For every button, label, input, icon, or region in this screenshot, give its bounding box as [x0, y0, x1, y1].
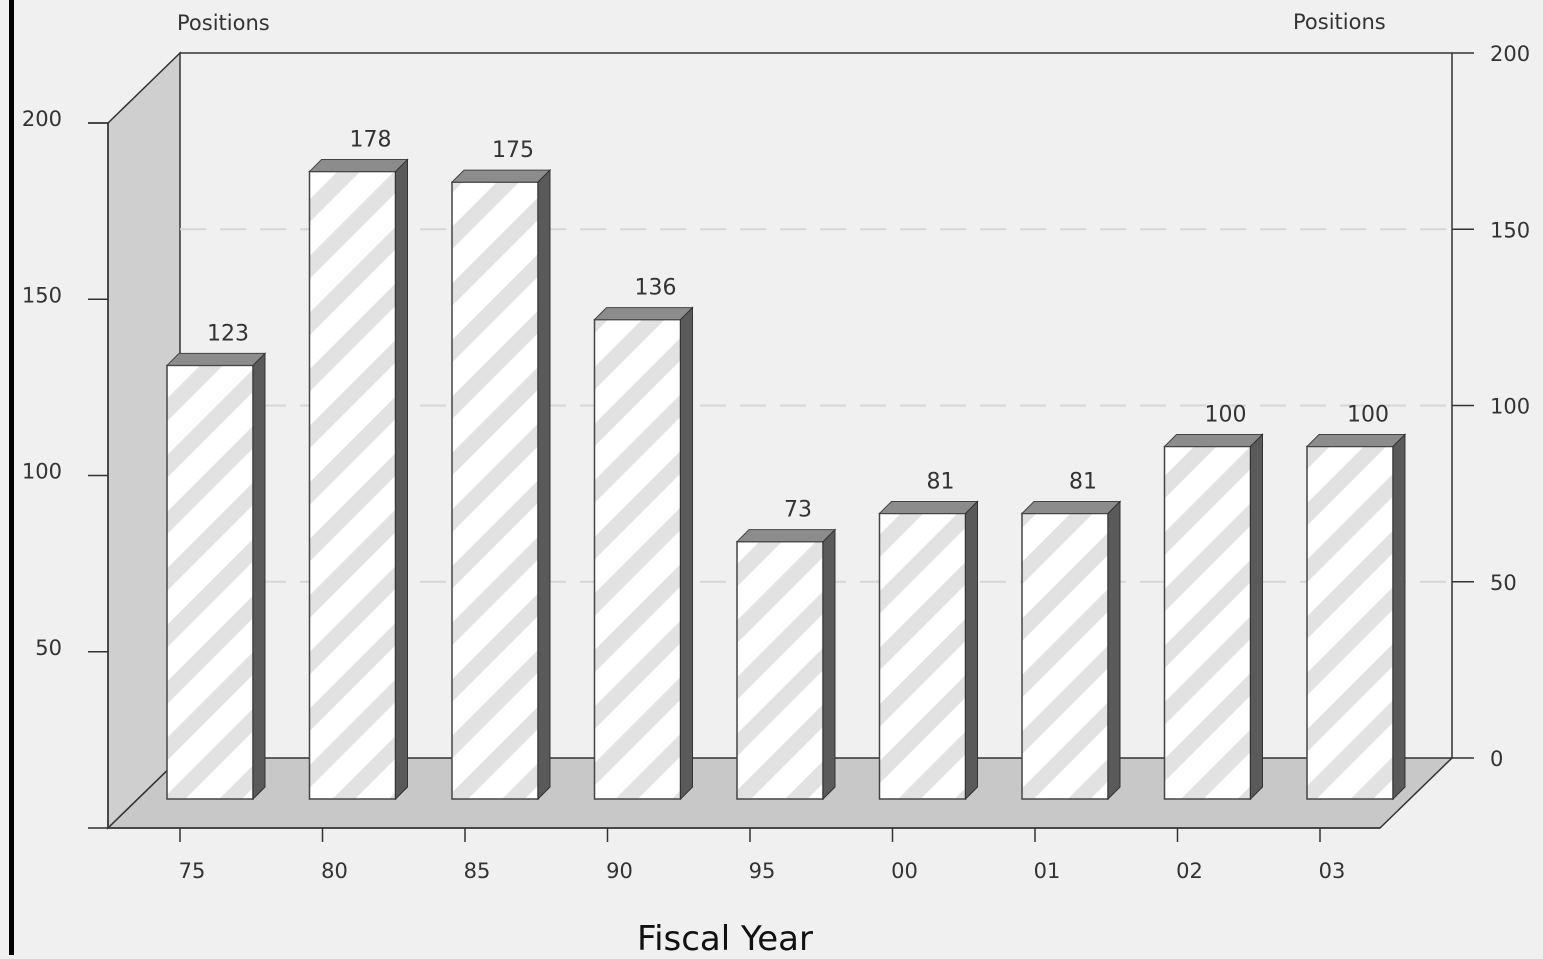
- left-axis-title: Positions: [177, 11, 270, 35]
- x-tick-label: 03: [1319, 859, 1346, 883]
- bar-top: [1305, 434, 1407, 447]
- bar-side: [1392, 433, 1406, 801]
- bar-side: [1250, 433, 1263, 801]
- bar-top: [593, 307, 694, 321]
- left-tick-label: 200: [22, 107, 62, 131]
- bar-95: [735, 528, 837, 801]
- bar-face: [166, 364, 254, 800]
- right-tick-label: 200: [1490, 42, 1530, 66]
- x-tick-label: 95: [749, 859, 776, 883]
- right-tick-label: 100: [1490, 395, 1530, 419]
- right-tick-label: 0: [1490, 747, 1503, 771]
- bar-face: [593, 318, 682, 800]
- bar-top: [1163, 434, 1264, 447]
- bar-face: [1306, 445, 1394, 800]
- bar-value-label: 73: [784, 498, 812, 523]
- bar-85: [450, 168, 552, 801]
- bar-value-label: 81: [1069, 469, 1097, 494]
- bar-value-label: 81: [927, 469, 955, 494]
- bar-face: [451, 181, 539, 800]
- bar-top: [1020, 500, 1122, 514]
- left-tick-label: 100: [22, 460, 62, 484]
- right-axis-title: Positions: [1293, 10, 1386, 34]
- x-tick-label: 01: [1034, 859, 1061, 883]
- bar-value-label: 100: [1347, 403, 1389, 428]
- right-tick-label: 50: [1490, 571, 1517, 595]
- bar-value-label: 100: [1205, 403, 1247, 428]
- bar-face: [878, 512, 967, 800]
- x-tick-label: 85: [464, 859, 491, 883]
- bar-value-label: 178: [350, 128, 392, 153]
- bar-side: [1107, 500, 1121, 801]
- left-tick-label: 150: [22, 283, 62, 307]
- bar-02: [1163, 433, 1264, 801]
- x-tick-label: 02: [1176, 859, 1203, 883]
- bar-face: [1021, 512, 1109, 800]
- x-axis-title: Fiscal Year: [637, 919, 813, 955]
- bar-00: [878, 500, 979, 801]
- bar-03: [1305, 433, 1407, 801]
- right-tick-label: 150: [1490, 218, 1530, 242]
- bar-top: [450, 169, 552, 183]
- bar-top: [308, 159, 409, 173]
- bar-01: [1020, 500, 1122, 801]
- x-tick-label: 75: [179, 859, 206, 883]
- x-tick-label: 00: [891, 859, 918, 883]
- bar-side: [252, 352, 266, 801]
- bar-top: [735, 529, 837, 543]
- bar-90: [593, 306, 694, 801]
- left-frame-line: [9, 0, 14, 955]
- bar-75: [165, 352, 267, 801]
- bar-side: [822, 528, 836, 801]
- bar-face: [308, 170, 397, 800]
- left-tick-label: 50: [35, 636, 62, 660]
- bar-top: [165, 352, 267, 366]
- bar-80: [308, 158, 409, 801]
- bar-face: [1163, 445, 1252, 800]
- bar-face: [736, 540, 824, 800]
- x-tick-label: 80: [321, 859, 348, 883]
- bar-top: [878, 500, 979, 514]
- bar-side: [965, 500, 978, 801]
- bar-value-label: 123: [207, 321, 249, 346]
- x-tick-label: 90: [606, 859, 633, 883]
- bar-side: [680, 306, 693, 801]
- bar-side: [395, 158, 408, 801]
- bar-side: [537, 168, 551, 801]
- bar-value-label: 136: [635, 276, 677, 301]
- bar-value-label: 175: [492, 138, 534, 163]
